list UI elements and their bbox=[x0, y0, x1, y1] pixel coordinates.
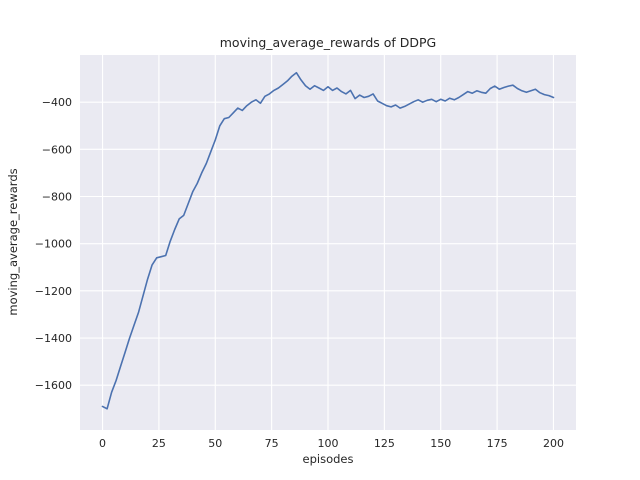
chart-title: moving_average_rewards of DDPG bbox=[220, 35, 437, 50]
tick-label: −1600 bbox=[35, 379, 72, 392]
tick-label: 75 bbox=[265, 437, 279, 450]
tick-label: 150 bbox=[430, 437, 451, 450]
tick-label: 50 bbox=[208, 437, 222, 450]
tick-label: 100 bbox=[318, 437, 339, 450]
tick-label: −600 bbox=[42, 143, 72, 156]
reward-line bbox=[101, 71, 555, 410]
tick-label: 125 bbox=[374, 437, 395, 450]
tick-label: 0 bbox=[99, 437, 106, 450]
tick-label: −400 bbox=[42, 96, 72, 109]
tick-label: 200 bbox=[543, 437, 564, 450]
tick-label: 175 bbox=[487, 437, 508, 450]
gridlines bbox=[80, 55, 576, 430]
tick-label: −800 bbox=[42, 191, 72, 204]
tick-label: −1000 bbox=[35, 238, 72, 251]
y-tick-labels: −400 −600 −800 −1000 −1200 −1400 −1600 bbox=[35, 96, 72, 392]
x-axis-label: episodes bbox=[303, 452, 354, 466]
tick-label: 25 bbox=[152, 437, 166, 450]
tick-label: −1200 bbox=[35, 285, 72, 298]
y-axis-label: moving_average_rewards bbox=[6, 168, 20, 315]
x-tick-labels: 0 25 50 75 100 125 150 175 200 bbox=[99, 437, 564, 450]
tick-label: −1400 bbox=[35, 332, 72, 345]
